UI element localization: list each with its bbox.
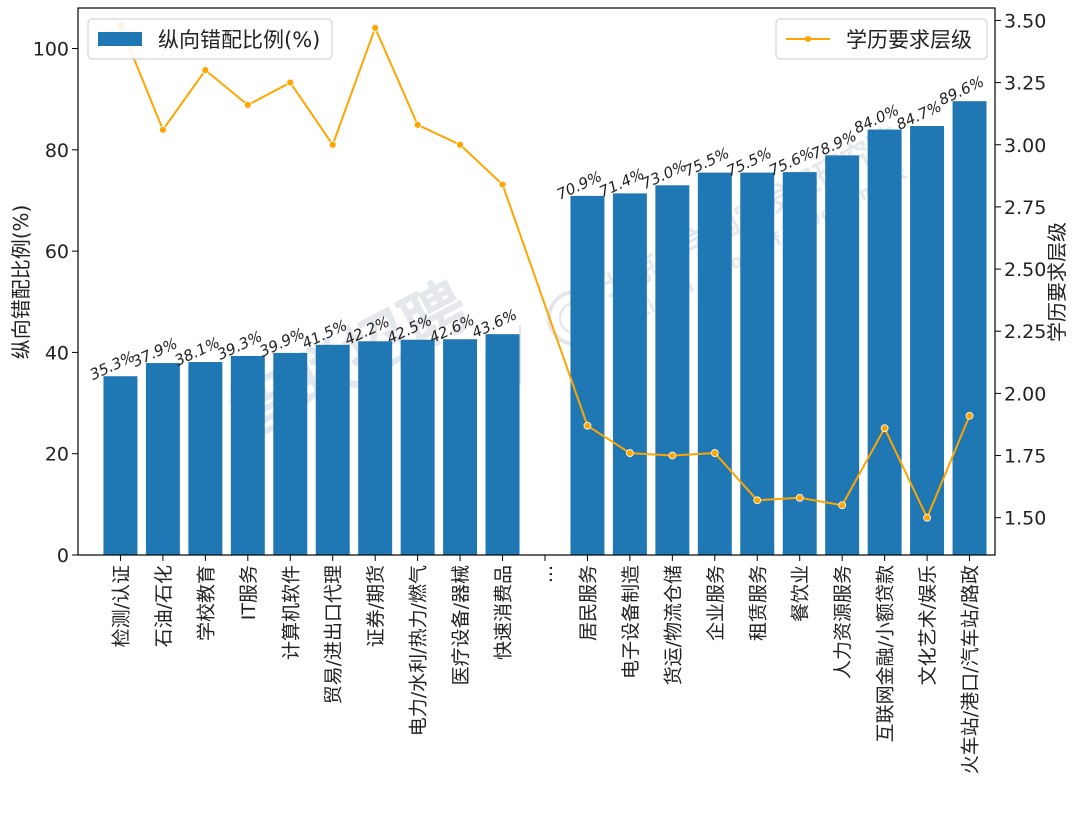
x-tick-label: 石油/石化 <box>153 565 175 647</box>
y-right-tick-label: 2.00 <box>1004 383 1046 405</box>
x-tick-label: 餐饮业 <box>790 565 812 622</box>
line-point <box>371 23 380 32</box>
x-tick-label: 检测/认证 <box>110 565 132 647</box>
y-left-tick-label: 40 <box>45 342 69 364</box>
bar <box>697 172 732 555</box>
plot-frame <box>77 7 996 556</box>
line-point <box>243 101 252 109</box>
bar <box>612 193 647 555</box>
x-tick-label: 货运/物流仓储 <box>662 565 684 685</box>
bar <box>740 172 775 555</box>
y-left-tick-label: 80 <box>45 140 69 162</box>
y-right-tick-label: 2.25 <box>1004 321 1046 343</box>
bar <box>867 129 902 556</box>
line-point <box>286 78 295 87</box>
bar <box>825 155 860 555</box>
bar <box>485 334 520 555</box>
bar <box>273 352 308 555</box>
x-tick-label: 企业服务 <box>705 565 727 641</box>
x-tick-label: 电力/水利/热力/燃气 <box>408 565 430 736</box>
x-gap-label: ... <box>535 565 557 583</box>
bar <box>910 126 945 555</box>
bar <box>315 344 350 555</box>
x-tick-label: 租赁服务 <box>747 565 769 641</box>
x-tick-label: IT服务 <box>238 565 260 620</box>
legend-line-label: 学历要求层级 <box>846 28 972 52</box>
legend-bar-label: 纵向错配比例(%) <box>158 28 320 52</box>
line-point <box>159 125 167 134</box>
line-point <box>880 424 889 433</box>
x-tick-label: 计算机软件 <box>280 565 302 660</box>
x-tick-label: 火车站/港口/汽车站/路政 <box>960 565 982 774</box>
line-point <box>583 421 592 430</box>
y-axis-left: 0 20 40 60 80 100 <box>33 39 78 567</box>
bar <box>400 339 435 555</box>
y-right-tick-label: 1.50 <box>1004 508 1046 530</box>
line-point <box>923 513 931 522</box>
y-right-tick-label: 3.25 <box>1004 73 1046 95</box>
line-point <box>413 120 422 129</box>
x-tick-label: 居民服务 <box>577 565 599 641</box>
bar <box>952 101 987 555</box>
line-point <box>668 451 677 460</box>
line-point <box>625 449 634 457</box>
x-tick-label: 人力资源服务 <box>832 565 854 679</box>
bar <box>782 172 817 555</box>
x-tick-label: 证券/期货 <box>365 565 387 647</box>
line-point <box>965 411 974 420</box>
x-tick-label: 快速消费品 <box>493 565 515 660</box>
y-right-tick-label: 2.75 <box>1004 197 1046 219</box>
legend-line-frame <box>775 18 988 60</box>
y-axis-left-label: 纵向错配比例(%) <box>9 205 33 360</box>
x-tick-label: 贸易/进出口代理 <box>323 565 345 704</box>
legend-line-marker <box>805 36 811 42</box>
bar-series <box>103 101 987 556</box>
line-point <box>456 140 464 149</box>
bar <box>358 341 393 555</box>
x-tick-label: 互联网金融/小额贷款 <box>875 565 897 742</box>
x-axis: 检测/认证 石油/石化 学校教育 IT服务 计算机软件 贸易/进出口代理 证券/期货 电力/水… <box>110 555 982 774</box>
line-point <box>498 180 507 189</box>
line-path <box>119 25 971 521</box>
x-tick-label: 电子设备制造 <box>620 565 642 679</box>
line-point <box>795 493 804 502</box>
y-left-tick-label: 100 <box>33 39 69 61</box>
bar <box>145 363 180 555</box>
legend-bar: 纵向错配比例(%) <box>87 18 333 60</box>
y-axis-right-label: 学历要求层级 <box>1045 222 1069 342</box>
line-point <box>753 496 762 505</box>
line-point <box>710 449 719 457</box>
y-axis-right: 1.50 1.75 2.00 2.25 2.50 2.75 3.00 3.25 3.50 <box>995 10 1046 530</box>
y-left-tick-label: 0 <box>57 545 69 567</box>
bar <box>570 195 605 555</box>
legend-bar-swatch <box>98 32 142 46</box>
line-point <box>838 501 847 510</box>
legend-line: 学历要求层级 <box>775 18 988 60</box>
legend-bar-frame <box>87 18 333 60</box>
y-left-tick-label: 20 <box>45 444 69 466</box>
x-tick-label: 文化艺术/娱乐 <box>917 565 939 685</box>
x-tick-label: 医疗设备/器械 <box>450 565 472 685</box>
bar <box>443 339 478 555</box>
bar <box>103 376 138 555</box>
x-tick-label: 学校教育 <box>195 565 217 641</box>
line-point <box>201 66 210 75</box>
bar <box>230 355 265 555</box>
line-point <box>328 140 337 149</box>
y-right-tick-label: 3.00 <box>1004 135 1046 157</box>
y-right-tick-label: 3.50 <box>1004 10 1046 32</box>
y-left-tick-label: 60 <box>45 241 69 263</box>
y-right-tick-label: 1.75 <box>1004 446 1046 468</box>
bar <box>188 362 223 555</box>
y-right-tick-label: 2.50 <box>1004 259 1046 281</box>
bar <box>655 185 690 555</box>
